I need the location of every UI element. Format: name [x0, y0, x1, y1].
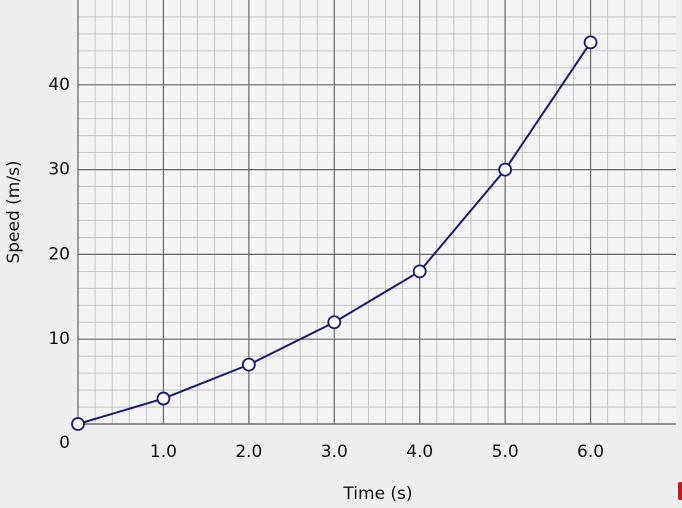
data-point	[241, 357, 256, 372]
data-point	[583, 35, 598, 50]
x-tick-label: 3.0	[321, 442, 348, 462]
y-tick-label: 0	[59, 433, 70, 453]
data-point	[412, 264, 427, 279]
x-tick-label: 4.0	[406, 442, 433, 462]
plot-area	[78, 0, 676, 424]
x-tick-label: 5.0	[492, 442, 519, 462]
y-tick-label: 30	[48, 160, 70, 180]
x-tick-label: 2.0	[235, 442, 262, 462]
data-point	[327, 315, 342, 330]
y-tick-label: 40	[48, 75, 70, 95]
y-axis-label: Speed (m/s)	[4, 160, 24, 263]
corner-marker	[678, 482, 682, 500]
x-tick-label: 1.0	[150, 442, 177, 462]
x-tick-label: 6.0	[577, 442, 604, 462]
y-tick-label: 20	[48, 244, 70, 264]
y-tick-label: 10	[48, 329, 70, 349]
data-point	[71, 417, 85, 431]
grid	[78, 0, 676, 425]
data-point	[156, 391, 171, 406]
x-axis-label: Time (s)	[342, 484, 412, 504]
data-point	[498, 162, 513, 177]
